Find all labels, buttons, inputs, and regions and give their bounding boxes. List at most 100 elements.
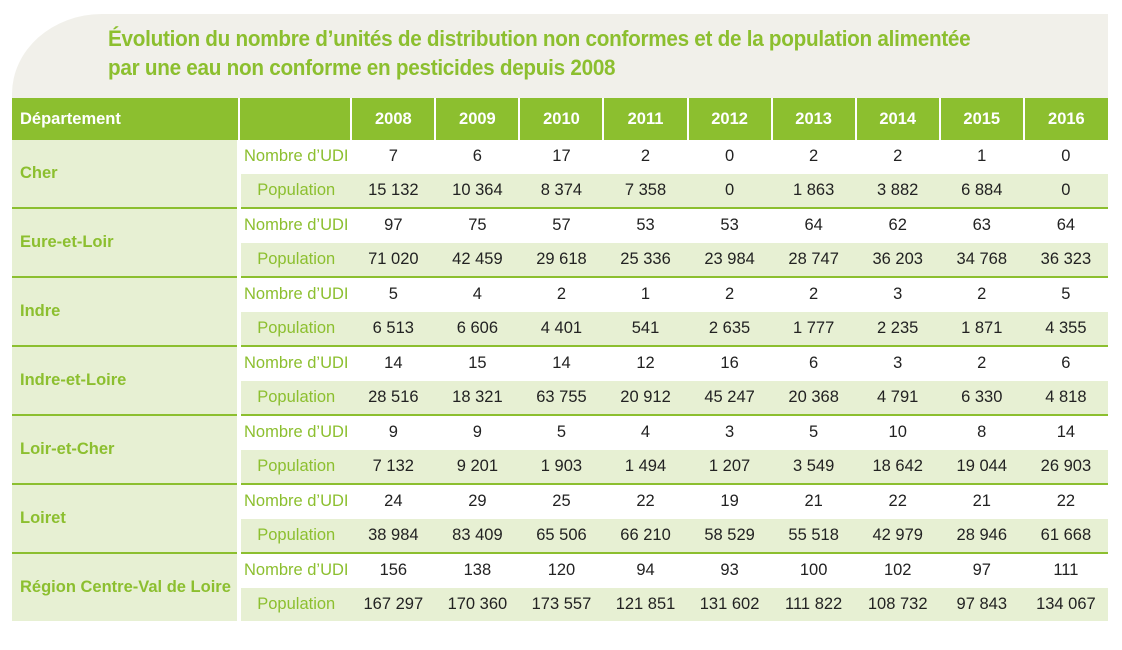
title-line-1: Évolution du nombre d’unités de distribu… [108,26,971,51]
row-label-udi: Nombre d’UDI [239,140,352,174]
cell-population: 29 618 [519,242,604,277]
cell-population: 8 374 [519,173,604,208]
cell-udi: 29 [435,483,520,519]
cell-population: 26 903 [1023,449,1108,484]
cell-population: 6 606 [435,311,520,346]
table-row: Population 38 984 83 409 65 506 66 210 58 529… [12,518,1108,553]
cell-udi: 5 [1023,276,1108,312]
cell-population: 15 132 [351,173,436,208]
cell-udi: 100 [771,552,856,588]
cell-udi: 25 [519,483,604,519]
cell-udi: 17 [519,140,604,174]
cell-population: 170 360 [435,587,520,621]
cell-population: 108 732 [855,587,940,621]
row-label-population: Population [239,449,352,484]
header-label [238,98,352,140]
cell-udi: 6 [435,140,520,174]
header-year: 2010 [518,98,604,140]
cell-udi: 97 [939,552,1024,588]
cell-udi: 24 [351,483,436,519]
table-row: Population 167 297 170 360 173 557 121 851 13… [12,587,1108,621]
cell-udi: 63 [939,207,1024,243]
cell-population: 541 [603,311,688,346]
cell-udi: 5 [351,276,436,312]
header-year: 2012 [686,98,772,140]
cell-population: 63 755 [519,380,604,415]
cell-population: 3 549 [771,449,856,484]
cell-udi: 102 [855,552,940,588]
cell-population: 1 207 [687,449,772,484]
cell-population: 18 321 [435,380,520,415]
cell-population: 61 668 [1023,518,1108,553]
departement-name: Région Centre-Val de Loire [12,552,242,621]
cell-udi: 22 [1023,483,1108,519]
departement-name: Loir-et-Cher [12,414,242,484]
table-row: Population 71 020 42 459 29 618 25 336 23 984… [12,242,1108,277]
cell-population: 4 355 [1023,311,1108,346]
cell-population: 58 529 [687,518,772,553]
cell-udi: 6 [771,345,856,381]
cell-udi: 10 [855,414,940,450]
cell-population: 134 067 [1023,587,1108,621]
departement-name: Eure-et-Loir [12,207,242,277]
cell-population: 42 459 [435,242,520,277]
table-row: Loir-et-Cher Nombre d’UDI 9 9 5 4 3 5 10 8 14 [12,414,1108,484]
cell-udi: 3 [855,276,940,312]
cell-udi: 97 [351,207,436,243]
cell-udi: 19 [687,483,772,519]
cell-udi: 0 [687,140,772,174]
header-year: 2013 [770,98,856,140]
cell-udi: 2 [771,276,856,312]
table-row: Indre-et-Loire Nombre d’UDI 14 15 14 12 16 6 3 2 6 [12,345,1108,415]
cell-population: 1 494 [603,449,688,484]
cell-population: 1 903 [519,449,604,484]
cell-udi: 9 [435,414,520,450]
cell-udi: 93 [687,552,772,588]
cell-udi: 5 [519,414,604,450]
cell-population: 0 [687,173,772,208]
table-title: Évolution du nombre d’unités de distribu… [108,24,1019,82]
cell-udi: 62 [855,207,940,243]
cell-population: 18 642 [855,449,940,484]
row-label-population: Population [239,173,352,208]
cell-population: 28 747 [771,242,856,277]
title-line-2: par une eau non conforme en pesticides d… [108,55,616,80]
table-body: Cher Nombre d’UDI 7 6 17 2 0 2 2 1 0 Population 15 1… [12,140,1108,621]
cell-udi: 138 [435,552,520,588]
cell-population: 7 358 [603,173,688,208]
cell-udi: 14 [1023,414,1108,450]
cell-udi: 94 [603,552,688,588]
cell-udi: 21 [771,483,856,519]
cell-udi: 53 [687,207,772,243]
cell-population: 1 871 [939,311,1024,346]
cell-population: 10 364 [435,173,520,208]
table-row: Région Centre-Val de Loire Nombre d’UDI 15… [12,552,1108,621]
cell-population: 0 [1023,173,1108,208]
cell-population: 111 822 [771,587,856,621]
cell-udi: 53 [603,207,688,243]
cell-udi: 8 [939,414,1024,450]
cell-udi: 2 [855,140,940,174]
table-row: Eure-et-Loir Nombre d’UDI 97 75 57 53 53 64 62 63… [12,207,1108,277]
cell-population: 7 132 [351,449,436,484]
table-row: Population 6 513 6 606 4 401 541 2 635 1 777 2 … [12,311,1108,346]
departement-name: Indre [12,276,242,346]
table-row: Loiret Nombre d’UDI 24 29 25 22 19 21 22 21 22 [12,483,1108,553]
row-label-udi: Nombre d’UDI [239,483,352,519]
table-row: Indre Nombre d’UDI 5 4 2 1 2 2 3 2 5 [12,276,1108,346]
cell-udi: 2 [687,276,772,312]
table-row: Population 7 132 9 201 1 903 1 494 1 207 3 549… [12,449,1108,484]
cell-population: 4 401 [519,311,604,346]
header-year: 2011 [602,98,688,140]
cell-udi: 156 [351,552,436,588]
table-row: Cher Nombre d’UDI 7 6 17 2 0 2 2 1 0 [12,140,1108,208]
cell-udi: 1 [603,276,688,312]
cell-population: 42 979 [855,518,940,553]
header-year: 2009 [434,98,520,140]
header-year: 2014 [854,98,940,140]
cell-udi: 57 [519,207,604,243]
cell-population: 173 557 [519,587,604,621]
cell-population: 121 851 [603,587,688,621]
header-row: Département 2008 2009 2010 2011 2012 2013 2014… [12,98,1108,140]
